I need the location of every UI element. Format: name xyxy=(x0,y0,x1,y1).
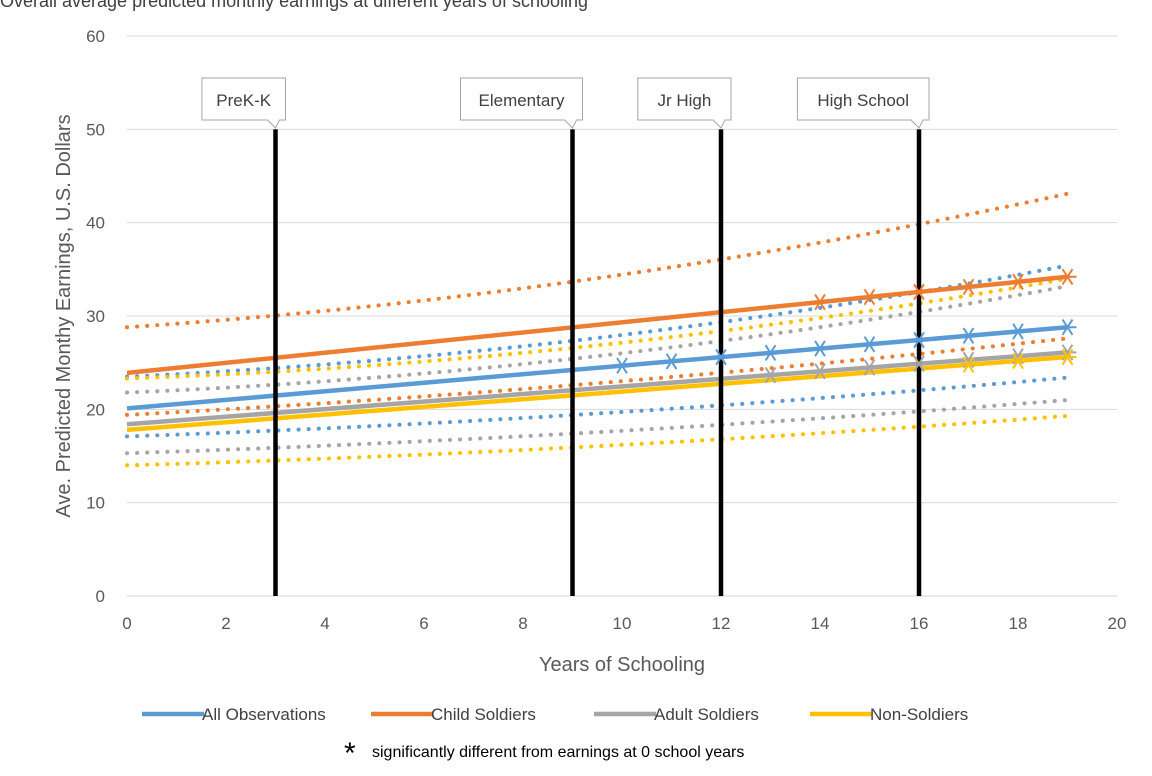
legend-label-1: Child Soldiers xyxy=(431,705,536,724)
x-tick-label-20: 20 xyxy=(1108,614,1127,633)
x-tick-label-6: 6 xyxy=(419,614,428,633)
sig-marker-series-1-year-16 xyxy=(910,283,928,301)
y-tick-label-40: 40 xyxy=(86,214,105,233)
footnote-text: significantly different from earnings at… xyxy=(372,744,744,761)
sig-marker-series-2-year-13 xyxy=(761,366,780,384)
y-tick-label-30: 30 xyxy=(86,307,105,326)
significance-markers xyxy=(613,268,1077,384)
sig-marker-series-0-year-15 xyxy=(860,336,879,353)
sig-marker-series-0-year-14 xyxy=(811,340,829,357)
x-axis-ticks: 0 2 4 6 8 10 12 14 16 18 20 xyxy=(122,614,1126,633)
x-tick-label-4: 4 xyxy=(320,614,329,633)
sig-marker-series-0-year-17 xyxy=(959,327,978,344)
sig-marker-series-1-year-17 xyxy=(959,278,978,296)
x-tick-label-12: 12 xyxy=(712,614,731,633)
ci-upper-series-3 xyxy=(125,276,1070,381)
ci-lower-series-3 xyxy=(125,413,1070,468)
footnote-asterisk: * xyxy=(344,737,356,770)
stage-callout-3 xyxy=(796,77,930,129)
confidence-intervals xyxy=(125,191,1070,468)
x-tick-label-18: 18 xyxy=(1009,614,1028,633)
stage-label-2: Jr High xyxy=(657,91,711,110)
y-tick-label-50: 50 xyxy=(86,120,105,139)
ci-lower-series-1 xyxy=(125,336,1070,417)
stage-label-3: High School xyxy=(817,91,909,110)
legend: All Observations Child Soldiers Adult Sold… xyxy=(142,705,968,724)
sig-marker-series-1-year-19 xyxy=(1058,268,1077,285)
sig-marker-series-3-year-19 xyxy=(1058,348,1077,366)
y-tick-label-0: 0 xyxy=(96,587,105,606)
sig-marker-series-1-year-15 xyxy=(860,288,879,306)
sig-marker-series-0-year-13 xyxy=(761,344,780,362)
legend-label-3: Non-Soldiers xyxy=(870,705,968,724)
stage-callout-0 xyxy=(201,77,286,129)
sig-marker-series-0-year-10 xyxy=(613,357,631,374)
sig-marker-series-2-year-14 xyxy=(811,363,829,380)
sig-marker-series-0-year-12 xyxy=(712,348,730,366)
ci-upper-series-1 xyxy=(125,191,1070,330)
sig-marker-series-3-year-18 xyxy=(1009,352,1027,370)
stage-callout-1 xyxy=(460,77,583,129)
x-tick-label-10: 10 xyxy=(613,614,632,633)
y-tick-label-60: 60 xyxy=(86,27,105,46)
sig-marker-series-0-year-11 xyxy=(662,353,681,370)
chart-title-partial: Overall average predicted monthly earnin… xyxy=(0,0,588,11)
x-tick-label-2: 2 xyxy=(221,614,230,633)
x-axis-title: Years of Schooling xyxy=(539,654,705,676)
sig-marker-series-1-year-14 xyxy=(811,293,829,311)
stage-label-1: Elementary xyxy=(479,91,565,110)
x-tick-label-16: 16 xyxy=(910,614,929,633)
x-tick-label-0: 0 xyxy=(122,614,131,633)
y-tick-label-10: 10 xyxy=(86,494,105,513)
sig-marker-series-2-year-15 xyxy=(860,359,879,376)
sig-marker-series-0-year-19 xyxy=(1058,319,1077,336)
y-axis-title: Ave. Predicted Monthy Earnings, U.S. Dol… xyxy=(53,114,75,517)
predicted-line-series-3 xyxy=(126,354,1068,433)
y-tick-label-20: 20 xyxy=(86,400,105,419)
stage-callout-2 xyxy=(637,77,732,129)
stage-label-0: PreK-K xyxy=(216,91,271,110)
ci-upper-series-2 xyxy=(125,284,1070,395)
x-tick-label-14: 14 xyxy=(811,614,830,633)
sig-marker-series-0-year-18 xyxy=(1009,323,1027,340)
y-axis-ticks: 0 10 20 30 40 50 60 xyxy=(86,27,105,606)
x-tick-label-8: 8 xyxy=(518,614,527,633)
gridlines xyxy=(127,35,1117,597)
sig-marker-series-1-year-18 xyxy=(1009,273,1027,291)
school-stage-markers: PreK-K Elementary Jr High High School xyxy=(201,77,930,596)
legend-label-0: All Observations xyxy=(202,705,326,724)
legend-label-2: Adult Soldiers xyxy=(654,705,759,724)
sig-marker-series-0-year-16 xyxy=(910,331,928,349)
sig-marker-series-2-year-16 xyxy=(910,355,928,372)
sig-marker-series-3-year-17 xyxy=(959,356,978,373)
